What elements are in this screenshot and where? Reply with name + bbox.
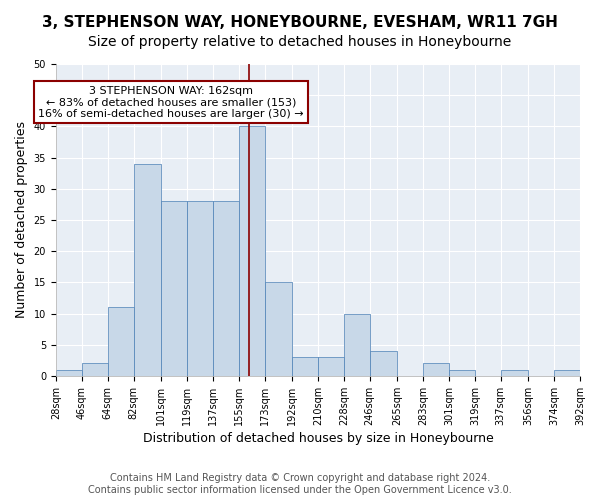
Text: Size of property relative to detached houses in Honeybourne: Size of property relative to detached ho…: [88, 35, 512, 49]
Y-axis label: Number of detached properties: Number of detached properties: [15, 122, 28, 318]
Bar: [239, 126, 265, 376]
Bar: [554, 370, 580, 376]
Bar: [82, 364, 107, 376]
Text: 3 STEPHENSON WAY: 162sqm
← 83% of detached houses are smaller (153)
16% of semi-: 3 STEPHENSON WAY: 162sqm ← 83% of detach…: [38, 86, 304, 119]
Bar: [187, 202, 213, 376]
Bar: [318, 357, 344, 376]
Bar: [107, 308, 134, 376]
Text: 3, STEPHENSON WAY, HONEYBOURNE, EVESHAM, WR11 7GH: 3, STEPHENSON WAY, HONEYBOURNE, EVESHAM,…: [42, 15, 558, 30]
Bar: [213, 202, 239, 376]
Bar: [501, 370, 528, 376]
X-axis label: Distribution of detached houses by size in Honeybourne: Distribution of detached houses by size …: [143, 432, 493, 445]
Bar: [56, 370, 82, 376]
Bar: [370, 351, 397, 376]
Bar: [265, 282, 292, 376]
Bar: [449, 370, 475, 376]
Bar: [134, 164, 161, 376]
Bar: [423, 364, 449, 376]
Bar: [161, 202, 187, 376]
Bar: [344, 314, 370, 376]
Bar: [292, 357, 318, 376]
Text: Contains HM Land Registry data © Crown copyright and database right 2024.
Contai: Contains HM Land Registry data © Crown c…: [88, 474, 512, 495]
